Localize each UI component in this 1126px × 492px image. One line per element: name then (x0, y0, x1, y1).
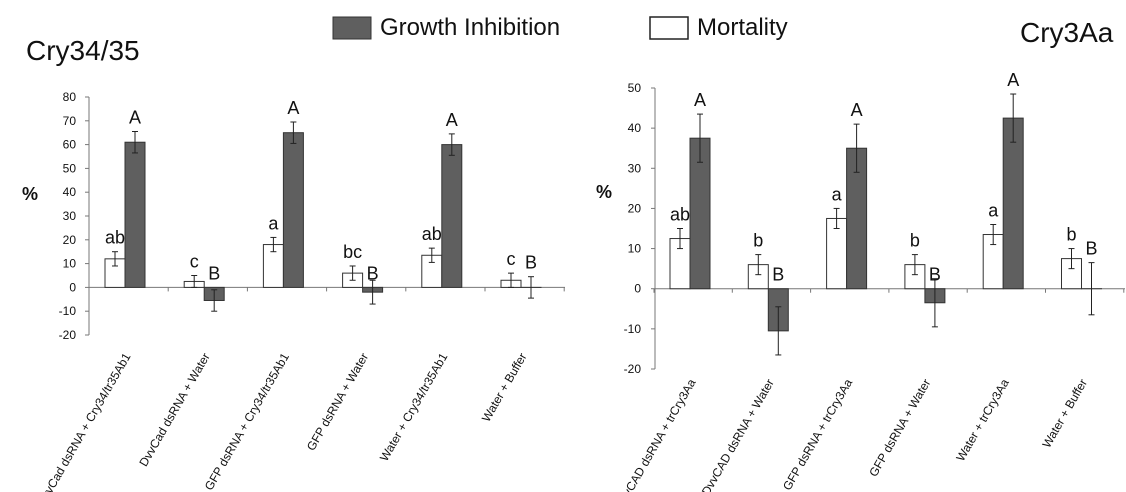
growth-inhibition-significance-label: B (772, 265, 784, 285)
y-axis-label-cry3aa: % (596, 182, 612, 202)
chart-title-cry34-35: Cry34/35 (26, 35, 140, 66)
legend-swatch-growth-inhibition (332, 16, 372, 40)
x-category-label: GFP dsRNA + Water (866, 377, 933, 480)
growth-inhibition-bar (441, 144, 463, 288)
growth-inhibition-bar (1002, 117, 1024, 290)
y-tick-label: -10 (59, 304, 77, 318)
y-tick-label: 70 (63, 114, 77, 128)
y-tick-label: 60 (63, 138, 77, 152)
x-category-label: GFP dsRNA + Cry34/tr35Ab1 (202, 350, 292, 492)
y-tick-label: 40 (628, 121, 642, 135)
mortality-significance-label: bc (343, 242, 362, 262)
x-category-label: Water + Cry34/tr35Ab1 (377, 350, 451, 463)
growth-inhibition-bar (282, 132, 304, 288)
plot-area-cry34-35: -20 -10 0 10 20 30 40 50 60 70 80 ab A DvvCad dsRNA +… (34, 90, 565, 492)
chart-cry34-35: Cry34/35 % -20 -10 0 10 20 30 40 50 60 70 80 ab A Dvv… (22, 35, 565, 492)
mortality-significance-label: a (268, 213, 279, 233)
mortality-significance-label: c (190, 252, 199, 272)
y-tick-label: 30 (63, 209, 77, 223)
y-tick-label: 30 (628, 161, 642, 175)
legend: Growth Inhibition Mortality (332, 14, 788, 41)
x-category-label: DvvCAD dsRNA + Water (699, 377, 777, 492)
y-tick-label: 20 (63, 233, 77, 247)
y-tick-label: 10 (63, 257, 77, 271)
growth-inhibition-significance-label: B (525, 253, 537, 273)
x-category-label: Water + trCry3Aa (953, 376, 1012, 463)
y-tick-label: 0 (69, 280, 76, 294)
y-tick-label: 50 (628, 81, 642, 95)
y-tick-label: -10 (624, 322, 642, 336)
growth-inhibition-significance-label: B (367, 263, 379, 283)
mortality-significance-label: ab (422, 224, 442, 244)
legend-label-mortality: Mortality (697, 14, 788, 41)
x-category-label: Water + Buffer (1039, 377, 1090, 451)
y-tick-label: 80 (63, 90, 77, 104)
x-category-label: GFP dsRNA + Water (304, 351, 371, 454)
y-tick-label: 0 (634, 282, 641, 296)
growth-inhibition-significance-label: A (129, 108, 141, 128)
y-tick-label: -20 (59, 328, 77, 342)
x-category-label: Water + Buffer (479, 351, 530, 425)
mortality-bar (826, 217, 848, 290)
growth-inhibition-bar (124, 141, 146, 288)
growth-inhibition-significance-label: B (208, 263, 220, 283)
y-tick-label: 20 (628, 201, 642, 215)
mortality-significance-label: a (832, 184, 843, 204)
mortality-significance-label: ab (670, 205, 690, 225)
x-category-label: GFP dsRNA + trCry3Aa (780, 376, 855, 492)
mortality-significance-label: b (910, 231, 920, 251)
y-tick-label: 10 (628, 242, 642, 256)
x-category-label: DvvCAD dsRNA + trCry3Aa (613, 376, 699, 492)
mortality-significance-label: ab (105, 228, 125, 248)
growth-inhibition-significance-label: A (694, 90, 706, 110)
chart-title-cry3aa: Cry3Aa (1020, 17, 1114, 48)
legend-swatch-mortality (649, 16, 689, 40)
mortality-significance-label: a (988, 200, 999, 220)
y-tick-label: 50 (63, 161, 77, 175)
mortality-significance-label: c (507, 249, 516, 269)
growth-inhibition-significance-label: A (1007, 70, 1019, 90)
growth-inhibition-significance-label: B (929, 265, 941, 285)
x-category-label: DvvCad dsRNA + Water (136, 351, 212, 469)
growth-inhibition-significance-label: A (851, 100, 863, 120)
growth-inhibition-significance-label: A (446, 110, 458, 130)
legend-label-growth-inhibition: Growth Inhibition (380, 14, 560, 41)
growth-inhibition-significance-label: B (1085, 239, 1097, 259)
growth-inhibition-significance-label: A (287, 98, 299, 118)
mortality-significance-label: b (753, 231, 763, 251)
x-category-label: DvvCad dsRNA + Cry34/tr35Ab1 (34, 350, 133, 492)
y-tick-label: -20 (624, 362, 642, 376)
y-tick-label: 40 (63, 185, 77, 199)
mortality-significance-label: b (1066, 225, 1076, 245)
y-axis-label-cry34-35: % (22, 184, 38, 204)
